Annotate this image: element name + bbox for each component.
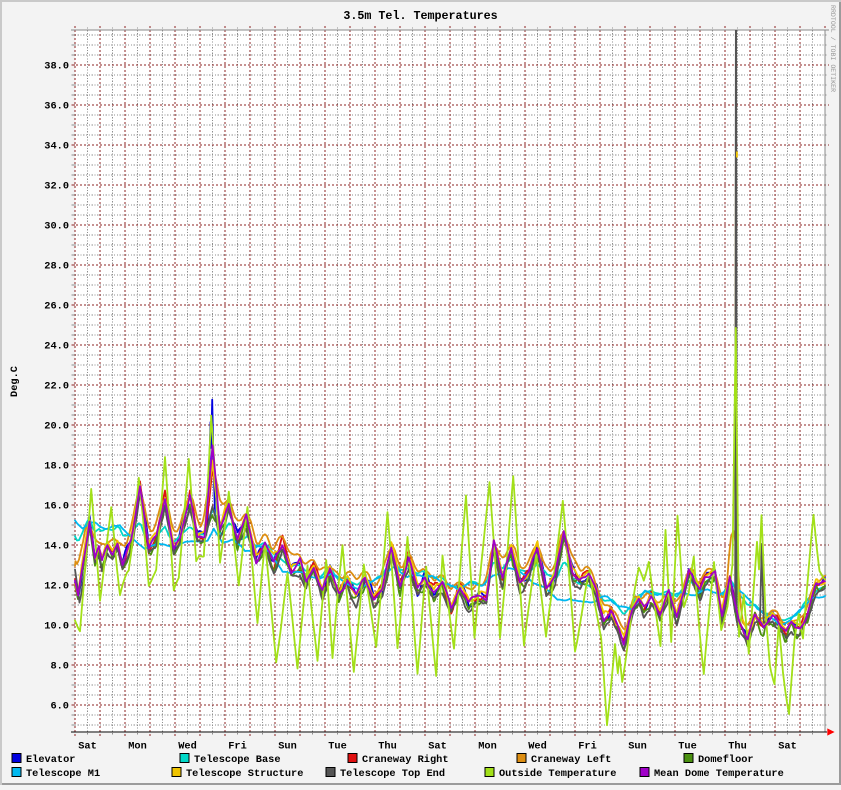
svg-text:Wed: Wed xyxy=(528,741,547,753)
svg-text:36.0: 36.0 xyxy=(44,101,69,113)
svg-text:22.0: 22.0 xyxy=(44,381,69,393)
svg-text:Elevator: Elevator xyxy=(26,754,75,766)
svg-text:20.0: 20.0 xyxy=(44,421,69,433)
svg-text:8.0: 8.0 xyxy=(50,661,69,673)
svg-text:38.0: 38.0 xyxy=(44,61,69,73)
svg-text:Telescope Base: Telescope Base xyxy=(194,754,281,766)
svg-text:16.0: 16.0 xyxy=(44,501,69,513)
svg-text:Tue: Tue xyxy=(328,741,347,753)
svg-text:Sat: Sat xyxy=(78,741,97,753)
svg-text:Telescope M1: Telescope M1 xyxy=(26,768,100,780)
svg-text:Outside Temperature: Outside Temperature xyxy=(499,768,616,780)
svg-text:10.0: 10.0 xyxy=(44,621,69,633)
svg-text:Wed: Wed xyxy=(178,741,197,753)
svg-text:Sun: Sun xyxy=(278,741,297,753)
svg-text:6.0: 6.0 xyxy=(50,701,69,713)
svg-text:RRDTOOL / TOBI OETIKER: RRDTOOL / TOBI OETIKER xyxy=(829,5,836,92)
svg-text:18.0: 18.0 xyxy=(44,461,69,473)
svg-text:24.0: 24.0 xyxy=(44,341,69,353)
svg-text:Thu: Thu xyxy=(728,741,747,753)
svg-text:Tue: Tue xyxy=(678,741,697,753)
svg-text:Sat: Sat xyxy=(428,741,447,753)
svg-text:Telescope Structure: Telescope Structure xyxy=(186,768,303,780)
svg-text:Telescope Top End: Telescope Top End xyxy=(340,768,445,780)
svg-text:34.0: 34.0 xyxy=(44,141,69,153)
svg-text:28.0: 28.0 xyxy=(44,261,69,273)
svg-text:Craneway Left: Craneway Left xyxy=(531,754,611,766)
svg-text:Fri: Fri xyxy=(578,741,597,753)
svg-text:Sun: Sun xyxy=(628,741,647,753)
svg-text:Thu: Thu xyxy=(378,741,397,753)
svg-text:Mon: Mon xyxy=(478,741,497,753)
svg-text:26.0: 26.0 xyxy=(44,301,69,313)
svg-text:Craneway Right: Craneway Right xyxy=(362,754,449,766)
svg-text:Deg.C: Deg.C xyxy=(9,366,21,397)
svg-text:14.0: 14.0 xyxy=(44,541,69,553)
svg-text:Mean Dome Temperature: Mean Dome Temperature xyxy=(654,768,784,780)
svg-text:Fri: Fri xyxy=(228,741,247,753)
svg-text:Domefloor: Domefloor xyxy=(698,754,754,766)
svg-text:Sat: Sat xyxy=(778,741,797,753)
svg-text:Mon: Mon xyxy=(128,741,147,753)
svg-text:32.0: 32.0 xyxy=(44,181,69,193)
svg-text:3.5m Tel. Temperatures: 3.5m Tel. Temperatures xyxy=(343,9,497,23)
svg-text:30.0: 30.0 xyxy=(44,221,69,233)
svg-text:12.0: 12.0 xyxy=(44,581,69,593)
